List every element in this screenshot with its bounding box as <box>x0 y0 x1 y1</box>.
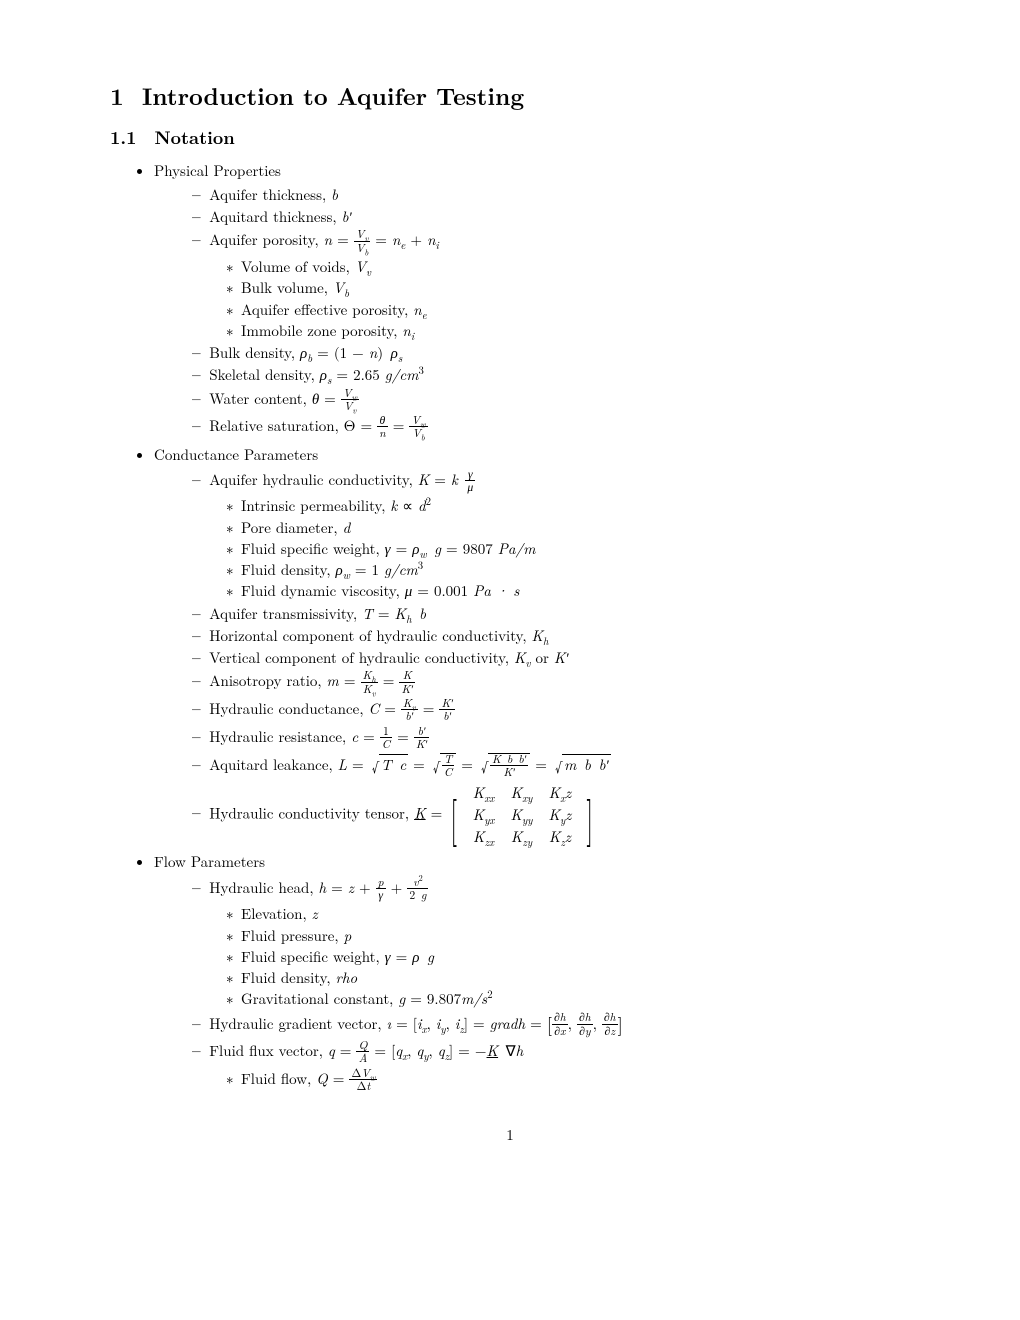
list-item: Flow Parameters Hydraulic head, h = z + … <box>154 852 910 1093</box>
section-number: 1 <box>110 79 124 113</box>
group-title: Physical Properties <box>154 160 281 181</box>
list-item: Bulk volume, Vb <box>226 278 910 298</box>
section-title: Introduction to Aquifer Testing <box>142 79 524 113</box>
list-item: Hydraulic gradient vector, ı = [ix, iy, … <box>192 1012 910 1039</box>
list-item: Fluid density, rho <box>226 968 910 988</box>
list-item: Hydraulic head, h = z + pγ + v22 g Eleva… <box>192 877 910 1010</box>
list-item: Fluid specific weight, γ = ρw g = 9807 P… <box>226 539 910 559</box>
list-item: Physical Properties Aquifer thickness, b… <box>154 161 910 441</box>
section-heading: 1 Introduction to Aquifer Testing <box>110 80 910 112</box>
list-item: Immobile zone porosity, ni <box>226 321 910 341</box>
list-item: Aquifer effective porosity, ne <box>226 300 910 320</box>
list-item: Intrinsic permeability, k ∝ d2 <box>226 496 910 516</box>
list-item: Fluid dynamic viscosity, μ = 0.001 Pa · … <box>226 581 910 601</box>
page-number: 1 <box>110 1125 910 1145</box>
list-item: Fluid flux vector, q = QA = [qx, qy, qz]… <box>192 1040 910 1093</box>
list-item: Water content, θ = VwVv <box>192 388 910 414</box>
list-item: Skeletal density, ρs = 2.65 g/cm3 <box>192 365 910 385</box>
list-item: Elevation, z <box>226 904 910 924</box>
list-item: Hydraulic conductivity tensor, K = [ Kxx… <box>192 782 910 849</box>
list-item: Fluid specific weight, γ = ρ g <box>226 947 910 967</box>
subsection-heading: 1.1 Notation <box>110 126 910 150</box>
list-item: Fluid flow, Q = ΔVwΔt <box>226 1068 910 1094</box>
list-item: Aquitard thickness, b′ <box>192 207 910 227</box>
list-item: Relative saturation, Θ = θn = VwVb <box>192 415 910 441</box>
group-title: Conductance Parameters <box>154 444 318 465</box>
list-item: Aquifer thickness, b <box>192 185 910 205</box>
list-item: Volume of voids, Vv <box>226 257 910 277</box>
list-item: Hydraulic resistance, c = 1C = b′K′ <box>192 726 910 752</box>
list-item: Gravitational constant, g = 9.807m/s2 <box>226 989 910 1009</box>
group-title: Flow Parameters <box>154 851 265 872</box>
list-item: Bulk density, ρb = (1 − n) ρs <box>192 343 910 363</box>
list-item: Conductance Parameters Aquifer hydraulic… <box>154 445 910 849</box>
list-item: Fluid pressure, p <box>226 926 910 946</box>
subsection-number: 1.1 <box>110 125 136 150</box>
list-item: Anisotropy ratio, m = KhKv = KK′ <box>192 670 910 696</box>
list-item: Hydraulic conductance, C = Kvb′ = K′b′ <box>192 698 910 724</box>
list-item: Horizontal component of hydraulic conduc… <box>192 626 910 646</box>
list-item: Aquitard leakance, L = T c = TC = K b b′… <box>192 753 910 780</box>
list-item: Fluid density, ρw = 1 g/cm3 <box>226 560 910 580</box>
list-item: Aquifer porosity, n = VvVb = ne + ni Vol… <box>192 229 910 341</box>
subsection-title: Notation <box>154 125 234 150</box>
list-item: Pore diameter, d <box>226 518 910 538</box>
tensor-matrix: KxxKxyKxz KyxKyyKyz KzxKzyKzz <box>465 782 580 849</box>
notation-list: Physical Properties Aquifer thickness, b… <box>110 161 910 1093</box>
list-item: Vertical component of hydraulic conducti… <box>192 648 910 668</box>
list-item: Aquifer hydraulic conductivity, K = k γμ… <box>192 469 910 602</box>
list-item: Aquifer transmissivity, T = Kh b <box>192 604 910 624</box>
